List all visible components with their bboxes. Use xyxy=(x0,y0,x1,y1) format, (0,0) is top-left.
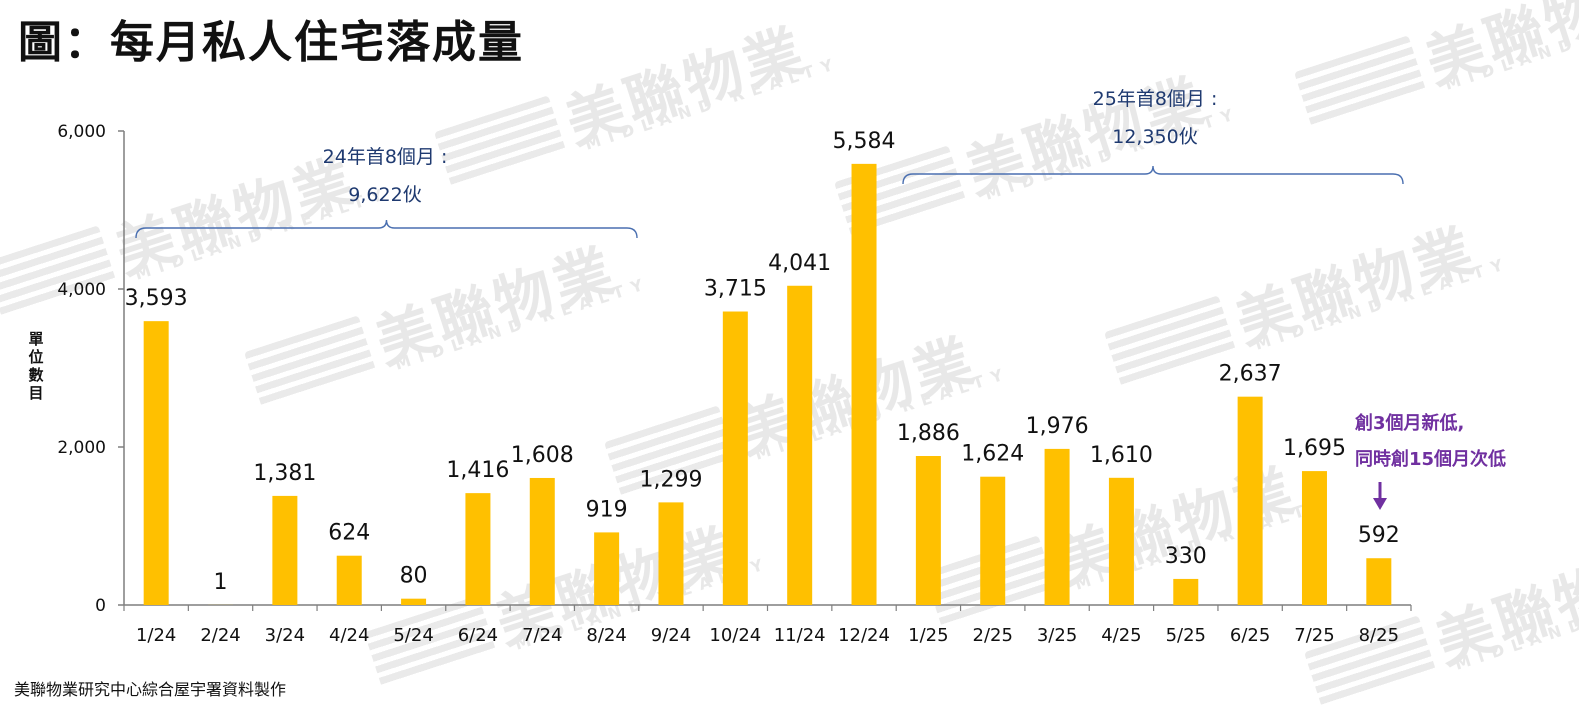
callout-arrow-head xyxy=(1373,498,1387,510)
x-tick-label: 10/24 xyxy=(709,625,761,646)
bar xyxy=(1366,558,1392,605)
x-tick-label: 6/24 xyxy=(458,625,498,646)
annotation-2025-line2: 12,350伙 xyxy=(1112,126,1198,148)
bar xyxy=(1044,448,1070,605)
y-tick-label: 0 xyxy=(95,596,106,616)
bar xyxy=(143,321,169,605)
bar xyxy=(529,477,555,605)
annotation-2024-line1: 24年首8個月 : xyxy=(322,146,448,168)
bar xyxy=(980,476,1006,605)
bar xyxy=(465,493,491,605)
bar xyxy=(658,502,684,605)
x-tick-label: 5/24 xyxy=(393,625,433,646)
data-label: 1,381 xyxy=(253,461,316,486)
bar xyxy=(1108,477,1134,605)
data-label: 1,624 xyxy=(961,442,1024,467)
brace-2024 xyxy=(135,219,638,239)
data-label: 1,608 xyxy=(511,443,574,468)
bar xyxy=(915,456,941,605)
x-tick-label: 1/25 xyxy=(908,625,948,646)
x-tick-label: 7/24 xyxy=(522,625,562,646)
bar xyxy=(722,311,748,605)
callout-line2: 同時創15個月次低 xyxy=(1355,449,1507,470)
x-tick-label: 6/25 xyxy=(1230,625,1270,646)
annotation-2025-line1: 25年首8個月 : xyxy=(1092,88,1218,110)
annotation-2024: 24年首8個月 : 9,622伙 xyxy=(290,138,480,214)
data-label: 1,416 xyxy=(446,458,509,483)
data-label: 919 xyxy=(586,497,628,522)
page-title: 圖：每月私人住宅落成量 xyxy=(18,17,524,68)
data-label: 80 xyxy=(400,564,428,589)
x-tick-label: 7/25 xyxy=(1294,625,1334,646)
data-label: 1,610 xyxy=(1090,443,1153,468)
x-tick-label: 2/25 xyxy=(973,625,1013,646)
x-tick-label: 8/25 xyxy=(1359,625,1399,646)
y-axis-title-char: 目 xyxy=(28,384,44,402)
data-label: 1,886 xyxy=(897,421,960,446)
y-tick-label: 6,000 xyxy=(57,122,106,142)
y-tick-label: 2,000 xyxy=(57,438,106,458)
data-label: 2,637 xyxy=(1219,362,1282,387)
x-tick-label: 11/24 xyxy=(774,625,826,646)
source-note: 美聯物業研究中心綜合屋宇署資料製作 xyxy=(14,680,287,699)
data-label: 3,593 xyxy=(125,286,188,311)
x-tick-label: 5/25 xyxy=(1166,625,1206,646)
data-label: 1,976 xyxy=(1026,414,1089,439)
bar xyxy=(401,598,427,605)
y-axis-title-char: 位 xyxy=(28,348,44,366)
data-label: 3,715 xyxy=(704,277,767,302)
bar xyxy=(1237,396,1263,605)
y-tick-label: 4,000 xyxy=(57,280,106,300)
x-tick-label: 9/24 xyxy=(651,625,691,646)
bar xyxy=(1173,578,1199,605)
bar xyxy=(1301,471,1327,605)
data-label: 1,695 xyxy=(1283,436,1346,461)
x-tick-label: 4/24 xyxy=(329,625,369,646)
callout-annotation: 創3個月新低, 同時創15個月次低 xyxy=(1355,406,1565,478)
bar xyxy=(272,495,298,605)
data-label: 4,041 xyxy=(768,251,831,276)
x-tick-label: 3/24 xyxy=(265,625,305,646)
y-axis-title: 單位數目 xyxy=(26,330,46,402)
data-label: 1 xyxy=(214,570,228,595)
x-tick-label: 3/25 xyxy=(1037,625,1077,646)
data-label: 1,299 xyxy=(639,467,702,492)
x-tick-label: 1/24 xyxy=(136,625,176,646)
data-label: 330 xyxy=(1165,544,1207,569)
annotation-2025: 25年首8個月 : 12,350伙 xyxy=(1060,80,1250,156)
callout-line1: 創3個月新低, xyxy=(1355,413,1465,434)
y-axis-title-char: 單 xyxy=(28,330,44,348)
x-tick-label: 4/25 xyxy=(1101,625,1141,646)
brace-2025 xyxy=(902,165,1404,185)
y-axis-title-char: 數 xyxy=(28,366,44,384)
x-tick-label: 12/24 xyxy=(838,625,890,646)
data-label: 5,584 xyxy=(833,129,896,154)
bar xyxy=(787,285,813,605)
x-tick-label: 8/24 xyxy=(586,625,626,646)
bar xyxy=(851,163,877,605)
data-label: 592 xyxy=(1358,523,1400,548)
annotation-2024-line2: 9,622伙 xyxy=(348,184,422,206)
bar xyxy=(594,532,620,605)
data-label: 624 xyxy=(328,521,370,546)
bar xyxy=(336,555,362,605)
x-tick-label: 2/24 xyxy=(200,625,240,646)
